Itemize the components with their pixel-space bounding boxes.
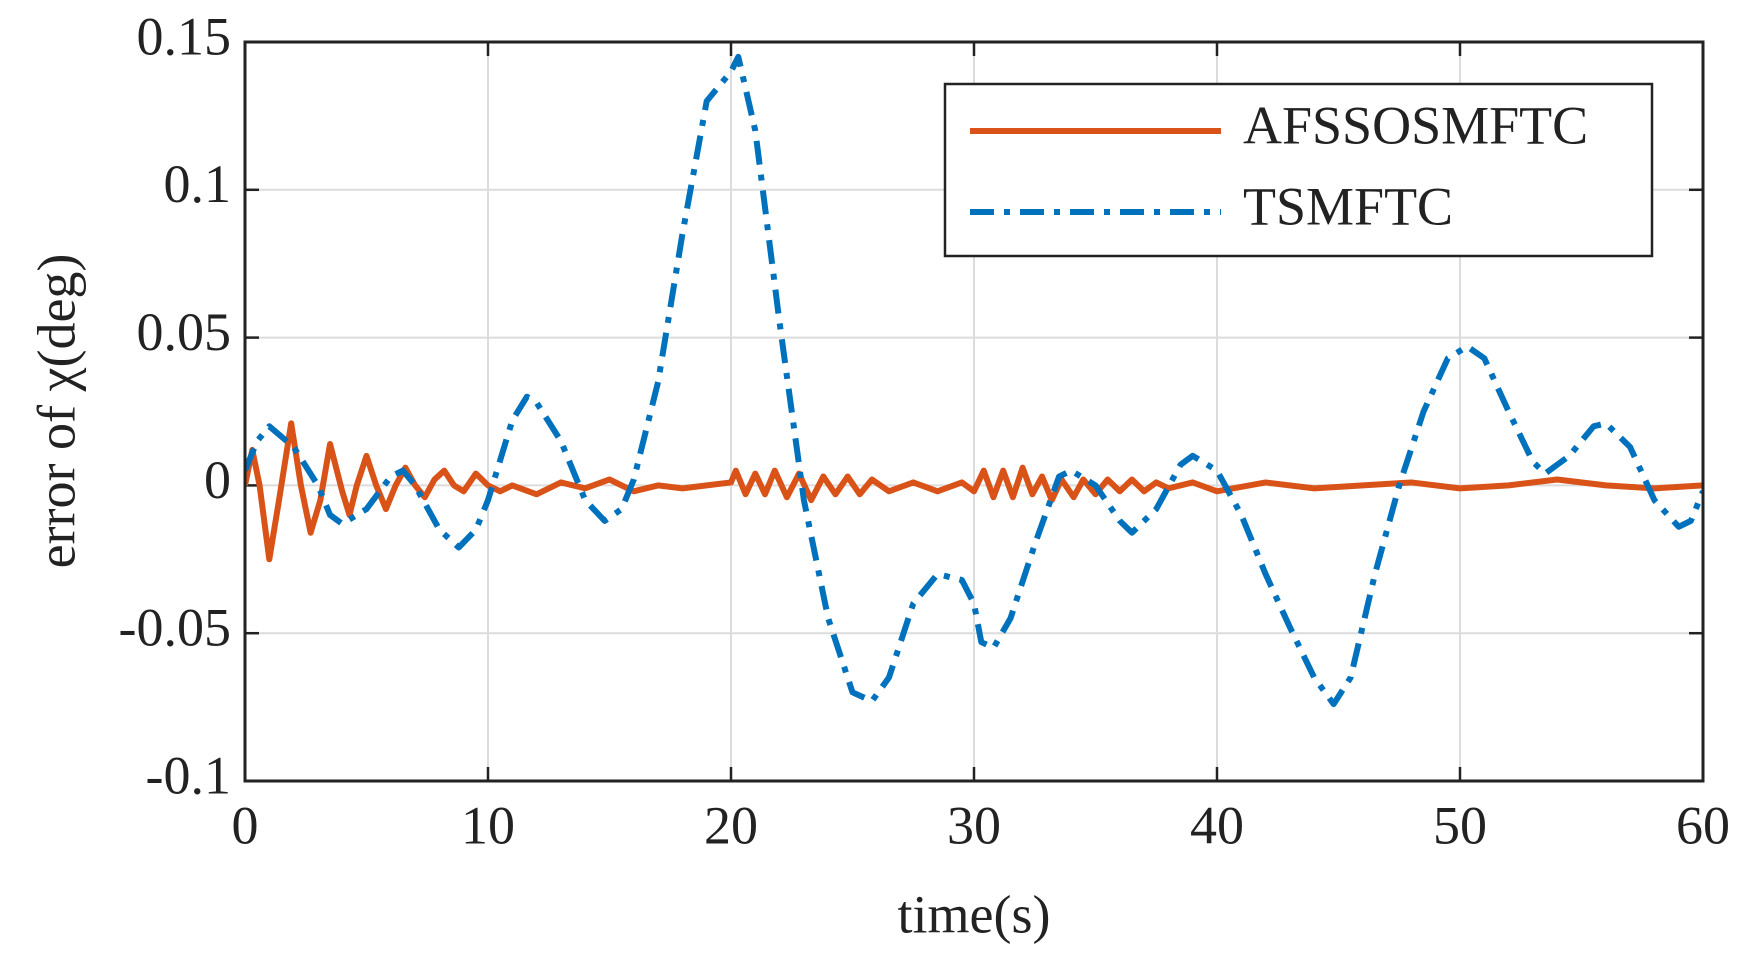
y-tick-label: 0.1	[164, 154, 232, 214]
legend-label: TSMFTC	[1243, 176, 1453, 236]
x-tick-label: 0	[232, 795, 259, 855]
x-tick-label: 10	[461, 795, 515, 855]
legend-label: AFSSOSMFTC	[1243, 95, 1588, 155]
x-axis-label: time(s)	[898, 884, 1051, 944]
x-tick-label: 60	[1676, 795, 1730, 855]
plot-frame	[243, 40, 1705, 783]
legend-box	[943, 82, 1654, 258]
y-tick-label: 0.05	[137, 302, 232, 362]
y-tick-label: 0.15	[137, 6, 232, 66]
data-line	[245, 53, 1703, 708]
x-tick-label: 30	[947, 795, 1001, 855]
x-tick-label: 20	[704, 795, 758, 855]
x-tick-label: 50	[1433, 795, 1487, 855]
y-tick-label: -0.05	[119, 598, 231, 658]
y-tick-label: 0	[204, 450, 231, 510]
y-tick-label: -0.1	[146, 745, 231, 805]
y-axis-label: error of χ(deg)	[26, 254, 86, 569]
data-line	[245, 420, 1703, 563]
x-tick-label: 40	[1190, 795, 1244, 855]
